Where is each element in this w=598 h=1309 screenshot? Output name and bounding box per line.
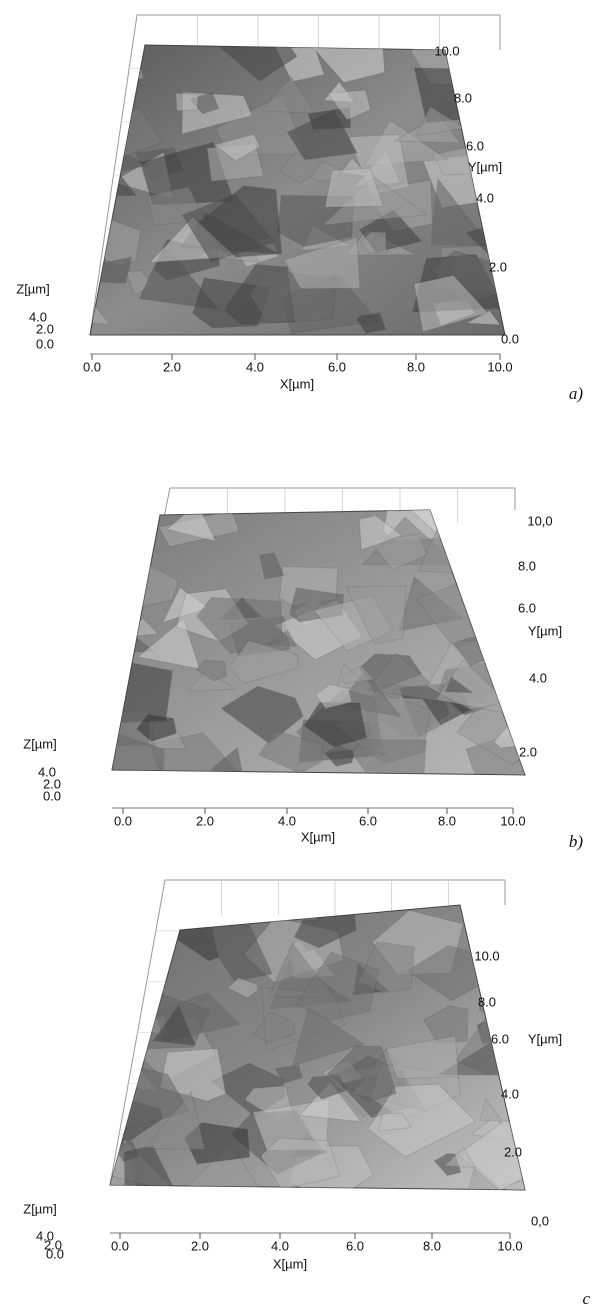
panel-label: a)	[569, 384, 584, 403]
y-tick-label: 8.0	[478, 994, 496, 1009]
y-tick-label: 2.0	[504, 1144, 522, 1159]
y-tick-label: 6.0	[491, 1031, 509, 1046]
x-tick-label: 8.0	[423, 1238, 441, 1253]
facet	[352, 740, 427, 788]
y-tick-label: 10.0	[474, 948, 499, 963]
y-tick-label: 8.0	[454, 90, 472, 105]
facet	[242, 886, 318, 920]
x-tick-label: 8.0	[407, 359, 425, 374]
x-axis-label: X[µm]	[273, 1256, 307, 1271]
z-axis-label: Z[µm]	[23, 1201, 56, 1216]
z-tick-label: 0.0	[46, 1246, 64, 1261]
y-tick-label: 6.0	[518, 600, 536, 615]
z-tick-label: 0.0	[43, 788, 61, 803]
x-axis-label: X[µm]	[301, 829, 335, 844]
x-tick-label: 2.0	[163, 359, 181, 374]
x-tick-label: 2.0	[191, 1238, 209, 1253]
facet	[452, 503, 475, 525]
facet	[107, 519, 141, 539]
x-tick-label: 0.0	[111, 1238, 129, 1253]
x-tick-label: 6.0	[359, 813, 377, 828]
y-axis-label: Y[µm]	[528, 623, 562, 638]
y-tick-label: 6.0	[466, 138, 484, 153]
y-axis-label: Y[µm]	[468, 159, 502, 174]
x-tick-label: 6.0	[346, 1238, 364, 1253]
y-tick-label: 4.0	[501, 1086, 519, 1101]
facet	[85, 1029, 134, 1062]
x-tick-label: 0.0	[83, 359, 101, 374]
x-tick-label: 8.0	[438, 813, 456, 828]
facet	[230, 895, 261, 926]
panel-label: b)	[569, 832, 584, 851]
x-tick-label: 6.0	[328, 359, 346, 374]
facet	[481, 519, 515, 545]
x-tick-label: 4.0	[271, 1238, 289, 1253]
x-tick-label: 10.0	[487, 359, 512, 374]
x-tick-label: 4.0	[246, 359, 264, 374]
x-tick-label: 4.0	[278, 813, 296, 828]
y-tick-label: 4.0	[476, 190, 494, 205]
y-tick-label: 0.0	[501, 331, 519, 346]
figure: 0.02.04.06.08.010.010.08.06.04.02.00.04.…	[0, 0, 598, 1309]
surface-facets	[67, 10, 528, 333]
y-tick-label: 10.0	[434, 43, 459, 58]
y-tick-label: 10,0	[527, 513, 552, 528]
z-axis-label: Z[µm]	[16, 281, 49, 296]
x-axis-label: X[µm]	[280, 376, 314, 391]
facet	[414, 68, 484, 123]
z-tick-label: 2.0	[36, 321, 54, 336]
y-axis-label: Y[µm]	[528, 1031, 562, 1046]
x-tick-label: 10.0	[497, 1238, 522, 1253]
x-tick-label: 2.0	[196, 813, 214, 828]
x-tick-label: 0.0	[114, 813, 132, 828]
facet	[99, 46, 130, 67]
facet	[506, 644, 541, 668]
surface-facets	[70, 886, 558, 1213]
y-tick-label: 8.0	[518, 558, 536, 573]
y-tick-label: 2.0	[519, 744, 537, 759]
y-tick-label: 2.0	[489, 259, 507, 274]
facet	[176, 93, 199, 110]
x-tick-label: 10.0	[500, 813, 525, 828]
panel-label: c	[582, 1289, 590, 1308]
z-axis-label: Z[µm]	[23, 736, 56, 751]
y-tick-label: 0,0	[531, 1213, 549, 1228]
z-tick-label: 0.0	[36, 336, 54, 351]
y-tick-label: 4.0	[529, 670, 547, 685]
